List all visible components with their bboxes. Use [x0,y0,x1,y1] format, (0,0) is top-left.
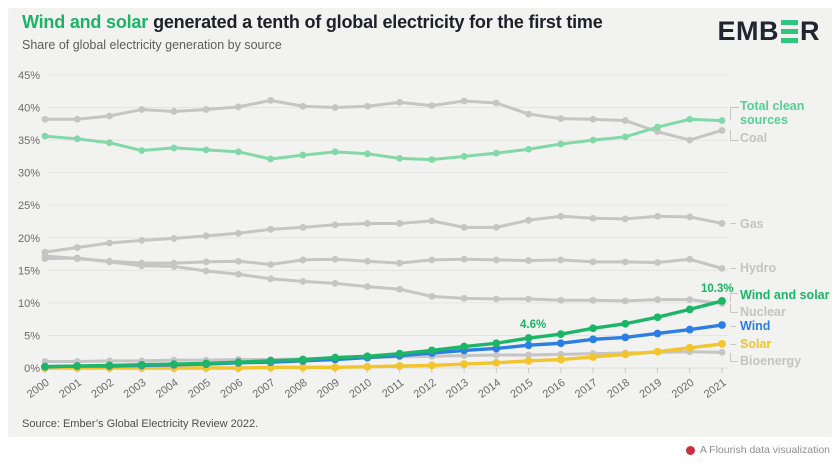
svg-text:5%: 5% [24,330,40,342]
series-label-nuclear: Nuclear [740,305,786,319]
svg-text:0%: 0% [24,363,40,375]
flourish-attribution-label: A Flourish data visualization [699,444,830,456]
svg-text:2005: 2005 [186,377,213,401]
svg-text:45%: 45% [18,70,40,82]
chart-subtitle: Share of global electricity generation b… [22,38,282,52]
series-label-total-clean-sources: Total clean sources [740,99,805,127]
chart-canvas: 0% 5% 10% 15% 20% 25% 30% 35% 40% 45% 2000 2001 2002… [18,70,729,401]
svg-text:2001: 2001 [57,377,84,401]
logo-text-right: R [800,16,820,46]
svg-text:2008: 2008 [283,377,310,401]
svg-text:15%: 15% [18,265,40,277]
svg-text:2003: 2003 [122,377,149,401]
series-label-gas: Gas [740,217,764,231]
ember-logo: EMB R [718,16,821,47]
series-label-wind: Wind [740,319,771,333]
label-connector [730,344,736,345]
svg-text:40%: 40% [18,103,40,115]
label-connector [730,353,738,362]
series-label-hydro: Hydro [740,261,777,275]
svg-text:2004: 2004 [154,377,181,401]
svg-text:35%: 35% [18,135,40,147]
svg-text:2015: 2015 [508,377,535,401]
logo-text-left: EMB [717,16,779,46]
label-connector [730,107,739,120]
svg-text:2013: 2013 [444,377,471,401]
svg-text:2002: 2002 [89,377,116,401]
series-label-wind-and-solar: Wind and solar [740,288,830,302]
svg-text:20%: 20% [18,233,40,245]
svg-text:2009: 2009 [315,377,342,401]
series-label-solar: Solar [740,337,772,351]
svg-text:2020: 2020 [670,377,697,401]
svg-text:25%: 25% [18,200,40,212]
series-label-coal: Coal [740,131,768,145]
ember-logo-green-e-icon [781,19,798,45]
svg-text:2021: 2021 [702,377,729,401]
svg-text:2011: 2011 [380,377,406,401]
svg-text:2019: 2019 [637,377,664,401]
annotation-2015-value: 4.6% [520,319,547,331]
svg-text:2012: 2012 [412,377,439,401]
label-connector [730,304,738,313]
svg-text:30%: 30% [18,168,40,180]
svg-text:10%: 10% [18,298,40,310]
svg-text:2010: 2010 [347,377,374,401]
title-highlight: Wind and solar [22,12,149,32]
label-connector [730,326,736,327]
label-connector [730,130,739,141]
svg-text:2016: 2016 [541,377,568,401]
annotation-2021-value: 10.3% [701,283,734,295]
page-title: Wind and solar generated a tenth of globa… [22,12,603,33]
label-connector [730,293,738,302]
svg-text:2018: 2018 [605,377,632,401]
svg-text:2017: 2017 [573,377,600,401]
flourish-attribution[interactable]: A Flourish data visualization [685,444,830,456]
svg-text:2007: 2007 [251,377,278,401]
svg-text:2000: 2000 [25,377,52,401]
source-note: Source: Ember’s Global Electricity Revie… [22,418,259,430]
title-rest: generated a tenth of global electricity … [153,12,603,32]
svg-text:2014: 2014 [476,377,503,401]
flourish-logo-icon [685,445,695,455]
label-connector [730,268,736,269]
series-label-bioenergy: Bioenergy [740,354,802,368]
label-connector [730,223,736,224]
svg-text:2006: 2006 [218,377,245,401]
